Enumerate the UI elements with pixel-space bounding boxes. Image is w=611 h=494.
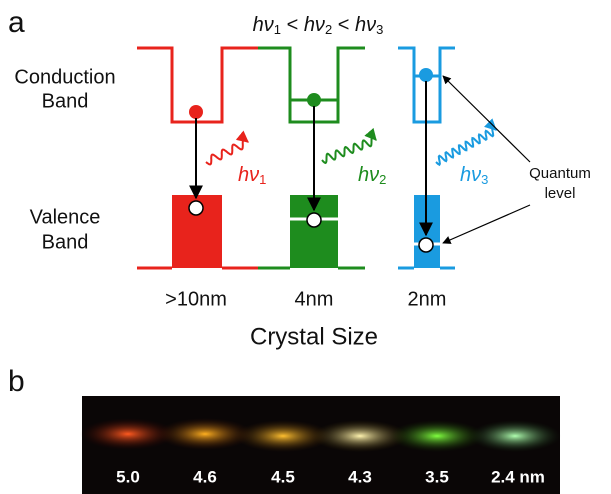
electron — [419, 68, 433, 82]
vial-label: 4.3 — [348, 467, 372, 486]
subscript: 1 — [274, 22, 281, 37]
size-label: 2nm — [408, 288, 447, 310]
pointer — [443, 76, 530, 162]
annotation: level — [545, 185, 576, 202]
photon-wave — [322, 137, 376, 163]
panel-label: b — [8, 365, 25, 398]
subscript: 3 — [481, 172, 488, 187]
hole — [189, 201, 203, 215]
h-nu: hν — [358, 164, 379, 186]
hole — [307, 213, 321, 227]
energy-relation: hν1 < hν2 < hν3 — [253, 14, 384, 37]
large-crystal — [137, 48, 258, 268]
h-nu: hν — [304, 14, 325, 36]
band-label: Band — [42, 231, 89, 253]
band-label: Band — [42, 90, 89, 112]
vial-label: 3.5 — [425, 467, 449, 486]
h-nu: hν — [238, 164, 259, 186]
h-nu: hν — [253, 14, 274, 36]
h-nu: hν — [355, 14, 376, 36]
subscript: 2 — [379, 172, 386, 187]
pointer — [443, 205, 530, 243]
figure: a hν1 < hν2 < hν3 Conduction Band Valenc… — [0, 0, 611, 494]
size-label: 4nm — [295, 288, 334, 310]
electron — [307, 93, 321, 107]
band-label: Valence — [30, 206, 101, 228]
panel-label: a — [8, 6, 25, 39]
band-label: Conduction — [14, 66, 115, 88]
size-label: >10nm — [165, 288, 227, 310]
photon-wave — [206, 140, 248, 165]
photon-label: hν1 — [238, 164, 266, 187]
electron — [189, 105, 203, 119]
vial-label: 5.0 — [116, 467, 140, 486]
photon-label: hν2 — [358, 164, 386, 187]
vial-label: 4.6 — [193, 467, 217, 486]
vial-label: 2.4 nm — [491, 467, 545, 486]
subscript: 1 — [259, 172, 266, 187]
subscript: 2 — [325, 22, 332, 37]
subscript: 3 — [376, 22, 383, 37]
h-nu: hν — [460, 164, 481, 186]
axis-title: Crystal Size — [250, 323, 378, 350]
photon-wave — [436, 127, 496, 164]
medium-crystal — [258, 48, 365, 268]
less-than: < — [332, 14, 355, 36]
less-than: < — [281, 14, 304, 36]
annotation: Quantum — [529, 165, 591, 182]
vial-label: 4.5 — [271, 467, 295, 486]
photon-label: hν3 — [460, 164, 488, 187]
hole — [419, 238, 433, 252]
